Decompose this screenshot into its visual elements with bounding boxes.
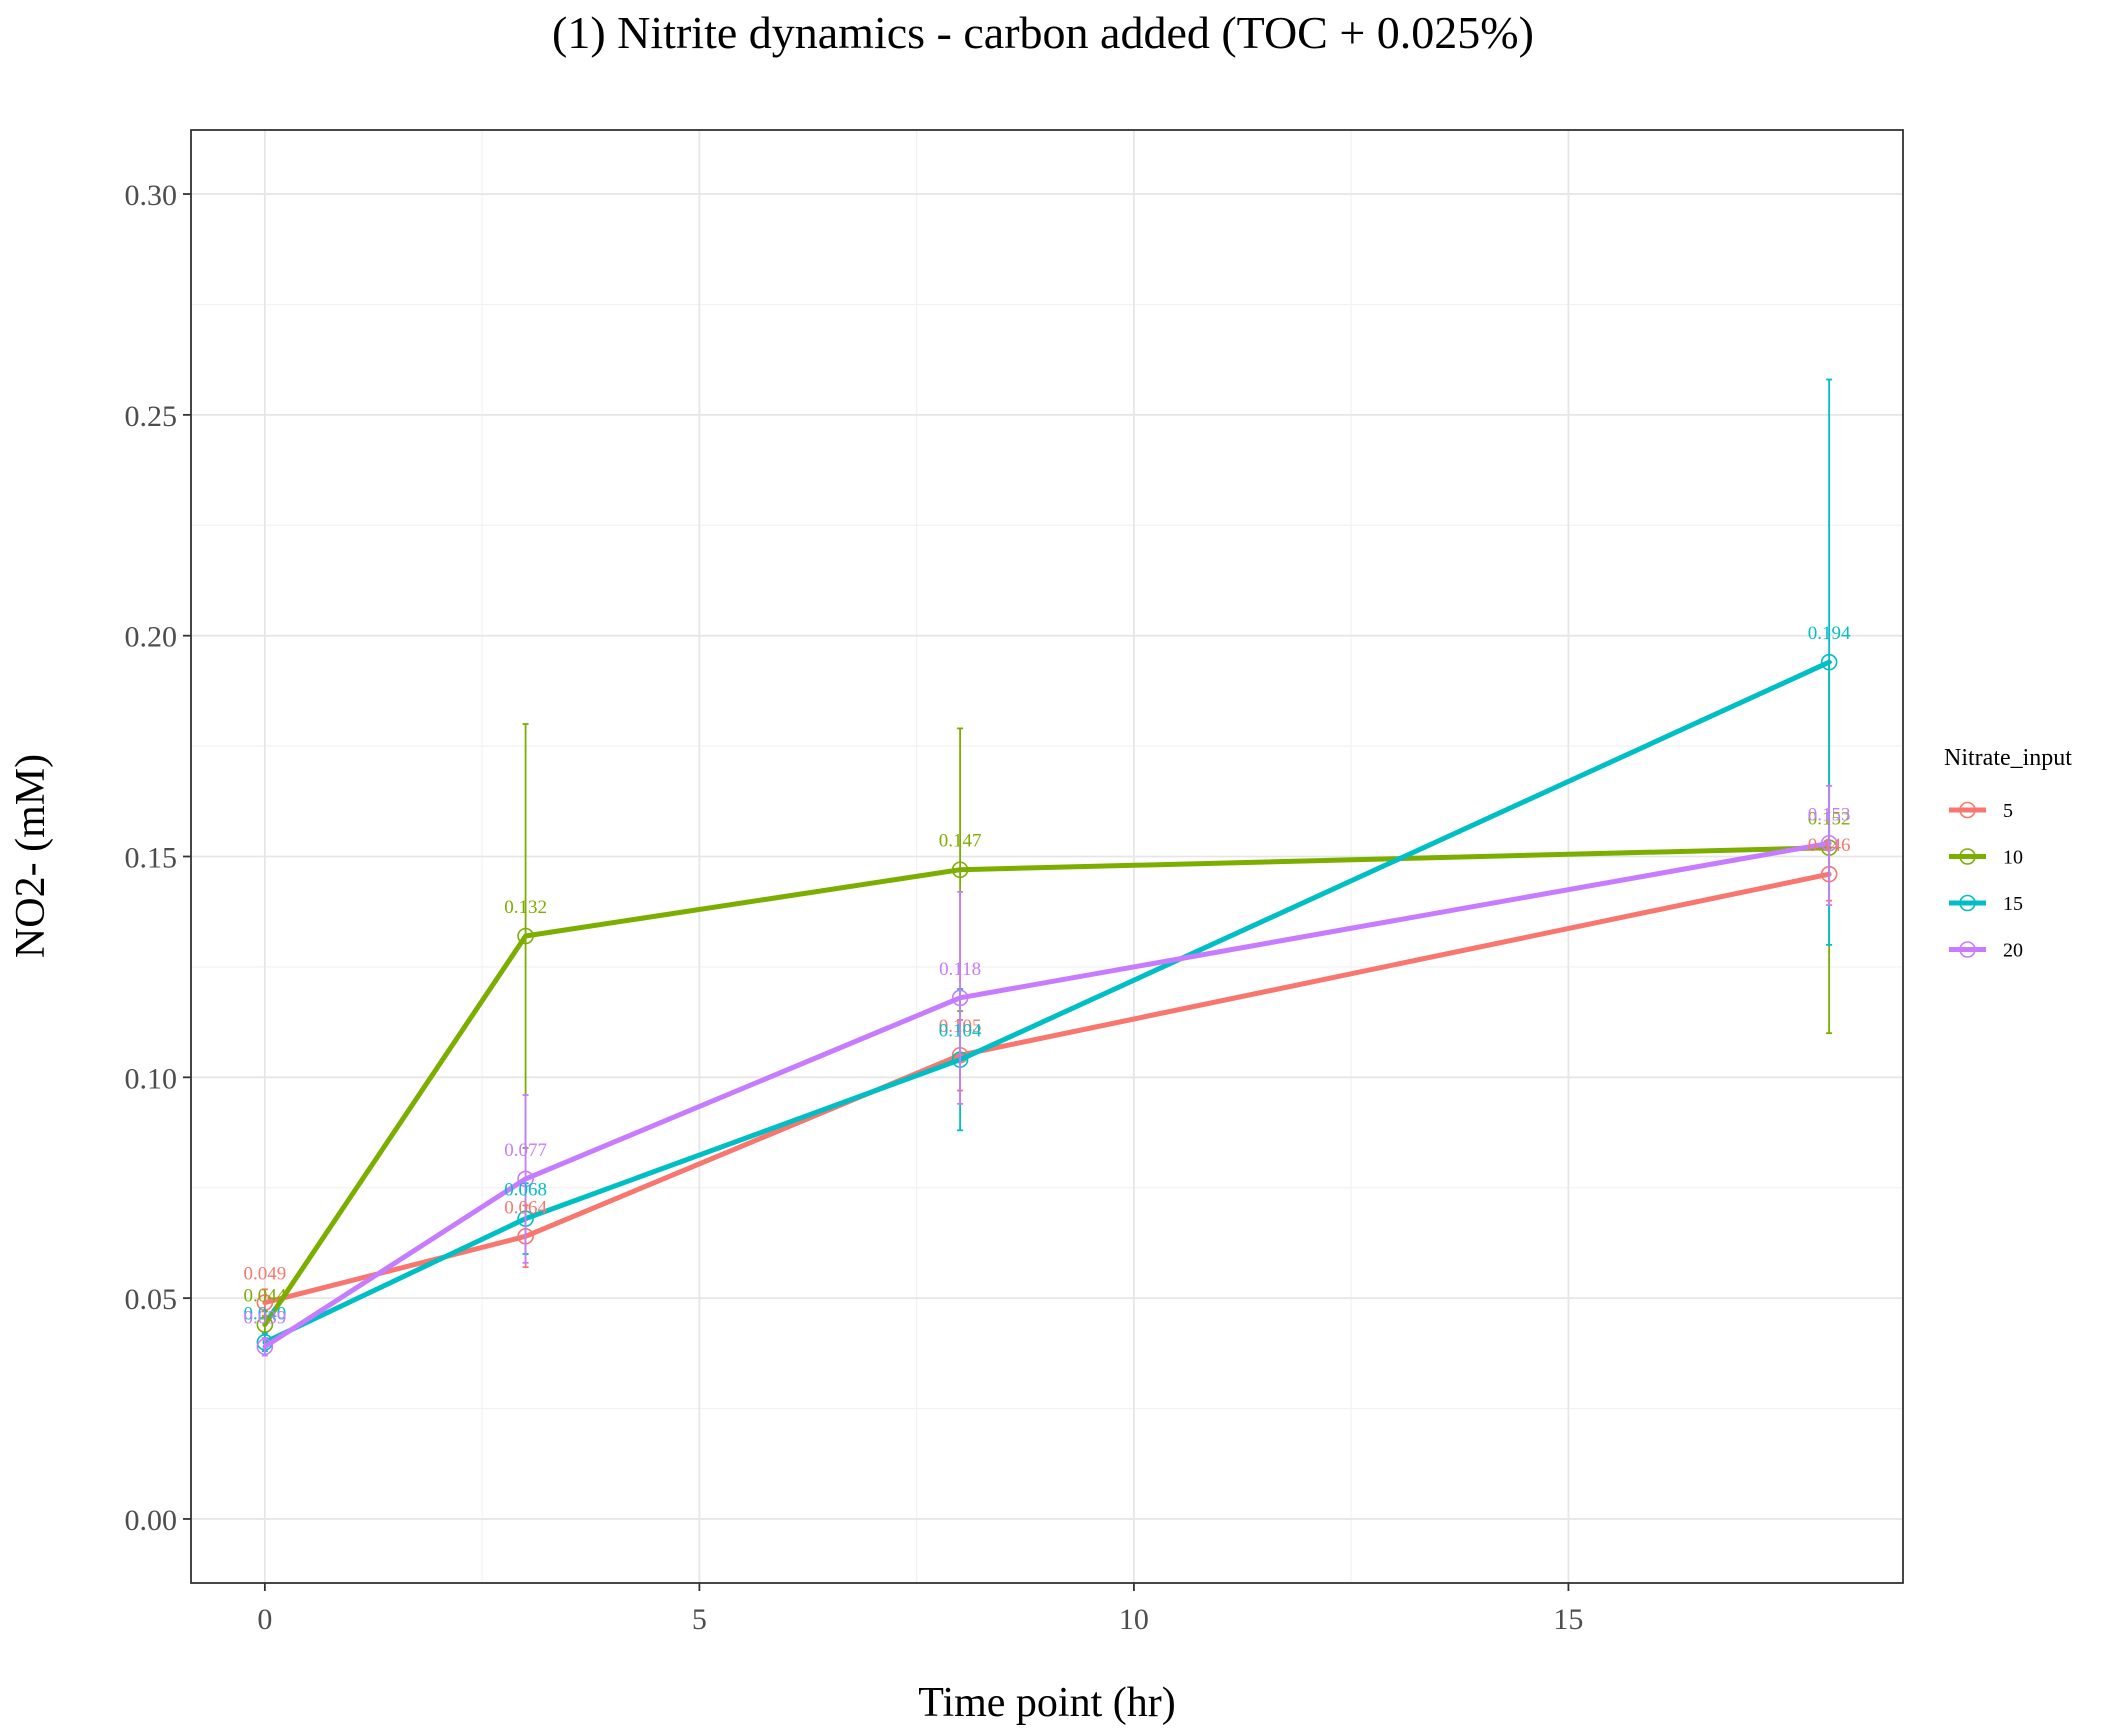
series-line	[262, 840, 1832, 1350]
y-axis: 0.00 0.05 0.10 0.15 0.20 0.25 0.30	[125, 179, 191, 1537]
grid-minor	[191, 130, 1903, 1583]
y-tick-label: 0.05	[125, 1283, 178, 1316]
legend-label: 10	[2003, 847, 2023, 869]
data-point	[951, 989, 969, 1007]
data-label: 0.040	[243, 1303, 286, 1324]
y-tick-label: 0.25	[125, 400, 178, 433]
legend-key-point	[1959, 848, 1976, 865]
y-tick-label: 0.10	[125, 1062, 178, 1095]
y-tick-label: 0.15	[125, 842, 178, 875]
legend-item-5: 5	[1949, 800, 2013, 822]
x-tick-label: 10	[1119, 1603, 1149, 1636]
data-label: 0.105	[939, 1016, 982, 1037]
data-label: 0.104	[939, 1021, 982, 1042]
data-label: 0.153	[1808, 804, 1851, 825]
legend-label: 15	[2003, 893, 2023, 915]
legend-title: Nitrate_input	[1944, 745, 2072, 771]
plot-panel	[191, 130, 1903, 1583]
data-label: 0.147	[939, 831, 982, 852]
grid-major	[191, 130, 1903, 1583]
data-label: 0.194	[1808, 623, 1851, 644]
data-label: 0.118	[939, 959, 981, 980]
data-label: 0.077	[504, 1140, 547, 1161]
data-point	[517, 927, 534, 945]
y-tick-label: 0.00	[125, 1504, 178, 1537]
legend-key-point	[1959, 801, 1976, 819]
legend-item-15: 15	[1949, 893, 2023, 915]
y-tick-label: 0.30	[125, 179, 178, 212]
data-point	[256, 1294, 274, 1311]
legend-item-10: 10	[1949, 847, 2023, 869]
data-point	[256, 1338, 274, 1356]
legend-label: 20	[2003, 940, 2023, 962]
series-layer	[256, 378, 1838, 1357]
data-label: 0.152	[1808, 809, 1851, 830]
data-label: 0.146	[1808, 835, 1851, 856]
series-20	[256, 784, 1838, 1357]
data-label: 0.064	[504, 1197, 547, 1218]
legend-items: 5 10 15 20	[1949, 800, 2023, 962]
legend-label: 5	[2003, 800, 2013, 822]
data-point	[1820, 653, 1838, 671]
x-tick-label: 0	[257, 1603, 272, 1636]
data-label-layer: 0.049 0.064 0.105 0.146 0.044 0.132 0.147 0.152…	[243, 623, 1851, 1329]
data-point	[951, 861, 969, 879]
y-axis-title: NO2- (mM)	[8, 754, 54, 958]
data-label: 0.132	[504, 897, 547, 918]
x-axis: 0 5 10 15	[257, 1583, 1583, 1636]
series-line	[262, 871, 1832, 1306]
data-point	[256, 1316, 274, 1333]
x-tick-label: 5	[692, 1603, 707, 1636]
data-point	[517, 1170, 534, 1188]
legend: Nitrate_input 5 10 15 20	[1944, 745, 2072, 962]
series-line	[262, 659, 1832, 1345]
data-label: 0.049	[243, 1264, 286, 1285]
data-point	[1820, 834, 1838, 852]
legend-item-20: 20	[1949, 940, 2023, 962]
legend-key-point	[1959, 894, 1976, 912]
data-label: 0.039	[243, 1308, 286, 1329]
x-tick-label: 15	[1553, 1603, 1583, 1636]
legend-key-point	[1959, 941, 1976, 958]
data-label: 0.044	[243, 1286, 286, 1307]
y-tick-label: 0.20	[125, 621, 178, 654]
chart-title: (1) Nitrite dynamics - carbon added (TOC…	[552, 7, 1534, 58]
x-axis-title: Time point (hr)	[918, 1680, 1175, 1726]
data-label: 0.068	[504, 1180, 547, 1201]
